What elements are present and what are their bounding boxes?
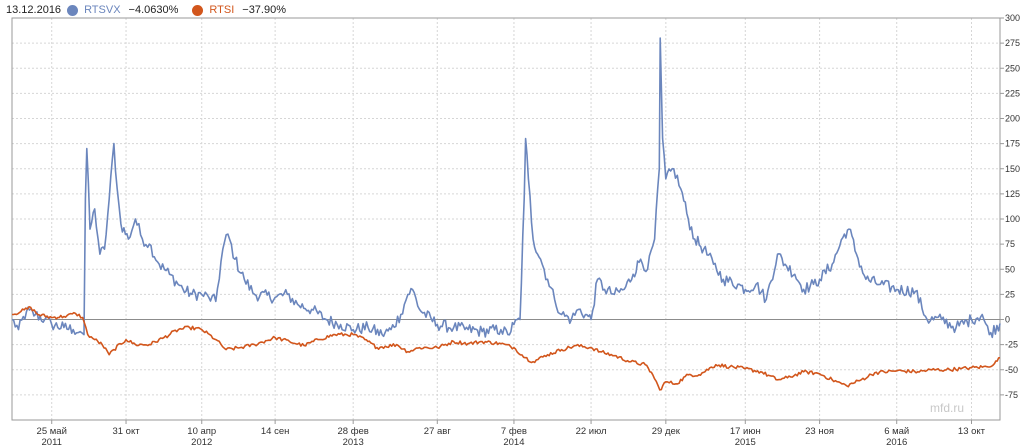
y-tick-label: 175 — [1005, 139, 1020, 149]
x-tick-label: 13 окт — [958, 426, 986, 437]
x-year-label: 2016 — [886, 437, 907, 447]
y-tick-label: -75 — [1005, 390, 1018, 400]
series-layer — [11, 37, 1001, 391]
y-tick-label: 300 — [1005, 13, 1020, 23]
y-tick-label: 100 — [1005, 214, 1020, 224]
x-tick-label: 6 май — [884, 426, 909, 437]
legend-marker-rtsi[interactable] — [192, 4, 204, 16]
x-tick-label: 31 окт — [112, 426, 140, 437]
x-tick-label: 28 фев — [337, 426, 368, 437]
watermark-text: mfd.ru — [930, 401, 964, 415]
y-tick-label: -25 — [1005, 340, 1018, 350]
y-tick-label: 200 — [1005, 114, 1020, 124]
y-tick-label: 225 — [1005, 88, 1020, 98]
grid-lines — [12, 17, 1000, 420]
x-tick-label: 29 дек — [652, 426, 681, 437]
y-tick-label: 250 — [1005, 63, 1020, 73]
y-tick-label: 75 — [1005, 239, 1015, 249]
y-tick-label: 25 — [1005, 289, 1015, 299]
legend-series-value-rtsi: −37.90% — [242, 4, 286, 16]
x-year-label: 2012 — [191, 437, 212, 447]
legend-marker-rtsvx[interactable] — [67, 4, 79, 16]
x-tick-label: 27 авг — [424, 426, 452, 437]
y-axis: 3002752502252001751501251007550250-25-50… — [1000, 13, 1020, 400]
series-line-rtsi[interactable] — [12, 305, 1001, 391]
chart-legend: 13.12.2016 RTSVX −4.0630% RTSI −37.90% — [6, 2, 294, 18]
x-year-label: 2014 — [503, 437, 524, 447]
y-tick-label: -50 — [1005, 365, 1018, 375]
x-tick-label: 17 июн — [730, 426, 761, 437]
x-tick-label: 14 сен — [261, 426, 290, 437]
series-line-rtsvx[interactable] — [11, 37, 1001, 339]
y-tick-label: 50 — [1005, 264, 1015, 274]
x-year-label: 2013 — [343, 437, 364, 447]
x-tick-label: 23 ноя — [805, 426, 834, 437]
y-tick-label: 125 — [1005, 189, 1020, 199]
legend-series-name-rtsi[interactable]: RTSI — [209, 4, 235, 16]
x-tick-label: 25 май — [37, 426, 67, 437]
y-tick-label: 0 — [1005, 315, 1010, 325]
x-tick-label: 10 апр — [187, 426, 216, 437]
legend-series-name-rtsvx[interactable]: RTSVX — [84, 4, 121, 16]
x-year-label: 2011 — [42, 437, 62, 447]
x-year-label: 2015 — [735, 437, 756, 447]
x-tick-label: 22 июл — [576, 426, 607, 437]
legend-series-value-rtsvx: −4.0630% — [128, 4, 179, 16]
x-tick-label: 7 фев — [501, 426, 527, 437]
y-tick-label: 150 — [1005, 164, 1020, 174]
legend-date: 13.12.2016 — [6, 4, 62, 16]
y-tick-label: 275 — [1005, 38, 1020, 48]
